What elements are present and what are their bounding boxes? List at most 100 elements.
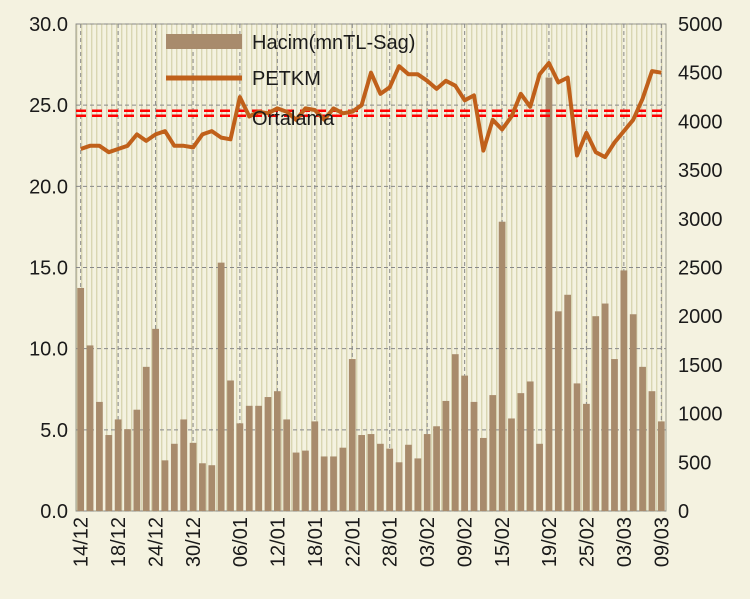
volume-bar <box>554 311 562 511</box>
volume-bar <box>414 458 422 511</box>
x-tick-label: 25/02 <box>576 517 598 567</box>
volume-bar <box>433 426 440 511</box>
volume-bar <box>245 405 253 511</box>
volume-bar <box>657 421 665 511</box>
volume-bar <box>217 262 225 511</box>
volume-bar <box>583 403 590 511</box>
volume-bar <box>423 434 431 511</box>
legend-label-price: PETKM <box>252 68 321 90</box>
x-tick-label: 14/12 <box>71 517 93 567</box>
y-right-tick-label: 3000 <box>678 209 723 231</box>
volume-bar <box>508 418 515 511</box>
y-right-tick-label: 2000 <box>678 306 723 328</box>
volume-bar <box>648 391 656 511</box>
volume-bar <box>639 366 646 511</box>
volume-bar <box>545 77 553 511</box>
legend-label-average: Ortalama <box>252 108 335 130</box>
volume-bar <box>320 456 328 511</box>
volume-bar <box>114 419 122 511</box>
volume-bar <box>236 423 244 511</box>
volume-bar <box>348 359 356 511</box>
volume-bar <box>480 437 487 511</box>
volume-bar <box>405 444 412 511</box>
y-right-tick-label: 4000 <box>678 111 723 133</box>
volume-bar <box>255 405 262 511</box>
volume-bar <box>592 316 600 511</box>
x-tick-label: 03/02 <box>417 517 439 567</box>
y-left-tick-label: 0.0 <box>40 501 68 523</box>
volume-bar <box>358 435 366 511</box>
volume-bar <box>367 434 375 511</box>
x-tick-label: 18/12 <box>108 517 130 567</box>
volume-bar <box>376 443 384 511</box>
volume-bar <box>498 221 506 512</box>
y-left-tick-label: 5.0 <box>40 420 68 442</box>
volume-bar <box>283 419 291 511</box>
volume-bar <box>161 460 169 511</box>
volume-bar <box>526 381 534 511</box>
y-right-tick-label: 3500 <box>678 160 723 182</box>
legend-label-volume: Hacim(mnTL-Sag) <box>252 32 415 54</box>
y-right-tick-label: 4500 <box>678 63 723 85</box>
volume-bar <box>96 401 103 511</box>
volume-bar <box>208 465 216 511</box>
x-tick-label: 03/03 <box>614 517 636 567</box>
x-tick-label: 15/02 <box>492 517 514 567</box>
volume-bar <box>489 395 497 511</box>
x-tick-label: 18/01 <box>305 517 327 567</box>
x-tick-label: 24/12 <box>146 517 168 567</box>
volume-bar <box>311 421 319 511</box>
volume-bar <box>395 462 403 511</box>
volume-bar <box>629 314 637 511</box>
volume-bar <box>227 380 234 511</box>
volume-bar <box>273 391 281 511</box>
y-right-tick-label: 2500 <box>678 258 723 280</box>
x-tick-label: 09/02 <box>455 517 477 567</box>
volume-bar <box>133 409 141 511</box>
y-right-tick-label: 1500 <box>678 355 723 377</box>
y-right-tick-label: 5000 <box>678 14 723 36</box>
volume-bar <box>292 452 300 511</box>
y-left-tick-label: 10.0 <box>29 339 68 361</box>
volume-bar <box>105 435 113 511</box>
volume-bar <box>142 366 150 511</box>
y-left-tick-label: 25.0 <box>29 95 68 117</box>
volume-bar <box>470 401 478 511</box>
volume-bar <box>517 393 525 511</box>
volume-bar <box>620 270 628 511</box>
volume-bar <box>170 443 178 511</box>
volume-bar <box>386 448 394 511</box>
y-left-tick-label: 30.0 <box>29 14 68 36</box>
volume-bar <box>86 345 94 511</box>
x-tick-label: 09/03 <box>651 517 673 567</box>
volume-bar <box>180 419 188 511</box>
volume-bar <box>152 328 159 511</box>
y-right-tick-label: 1000 <box>678 404 723 426</box>
y-left-tick-label: 20.0 <box>29 176 68 198</box>
volume-bar <box>339 447 347 511</box>
volume-bar <box>461 375 469 511</box>
y-left-tick-label: 15.0 <box>29 258 68 280</box>
volume-bar <box>264 397 272 511</box>
x-tick-label: 19/02 <box>539 517 561 567</box>
legend-swatch-bars <box>166 34 242 49</box>
x-tick-label: 30/12 <box>183 517 205 567</box>
volume-bar <box>189 442 197 511</box>
x-tick-label: 22/01 <box>342 517 364 567</box>
y-right-tick-label: 500 <box>678 452 711 474</box>
volume-bar <box>536 443 543 511</box>
y-right-tick-label: 0 <box>678 501 689 523</box>
x-tick-label: 06/01 <box>230 517 252 567</box>
volume-bar <box>330 456 337 511</box>
volume-bar <box>124 429 131 511</box>
volume-bar <box>442 400 450 511</box>
volume-bar <box>77 287 85 511</box>
volume-bar <box>302 450 309 511</box>
volume-bar <box>573 383 581 511</box>
volume-bar <box>564 294 572 511</box>
volume-bar <box>199 463 206 511</box>
x-tick-label: 28/01 <box>380 517 402 567</box>
volume-bar <box>611 359 618 511</box>
